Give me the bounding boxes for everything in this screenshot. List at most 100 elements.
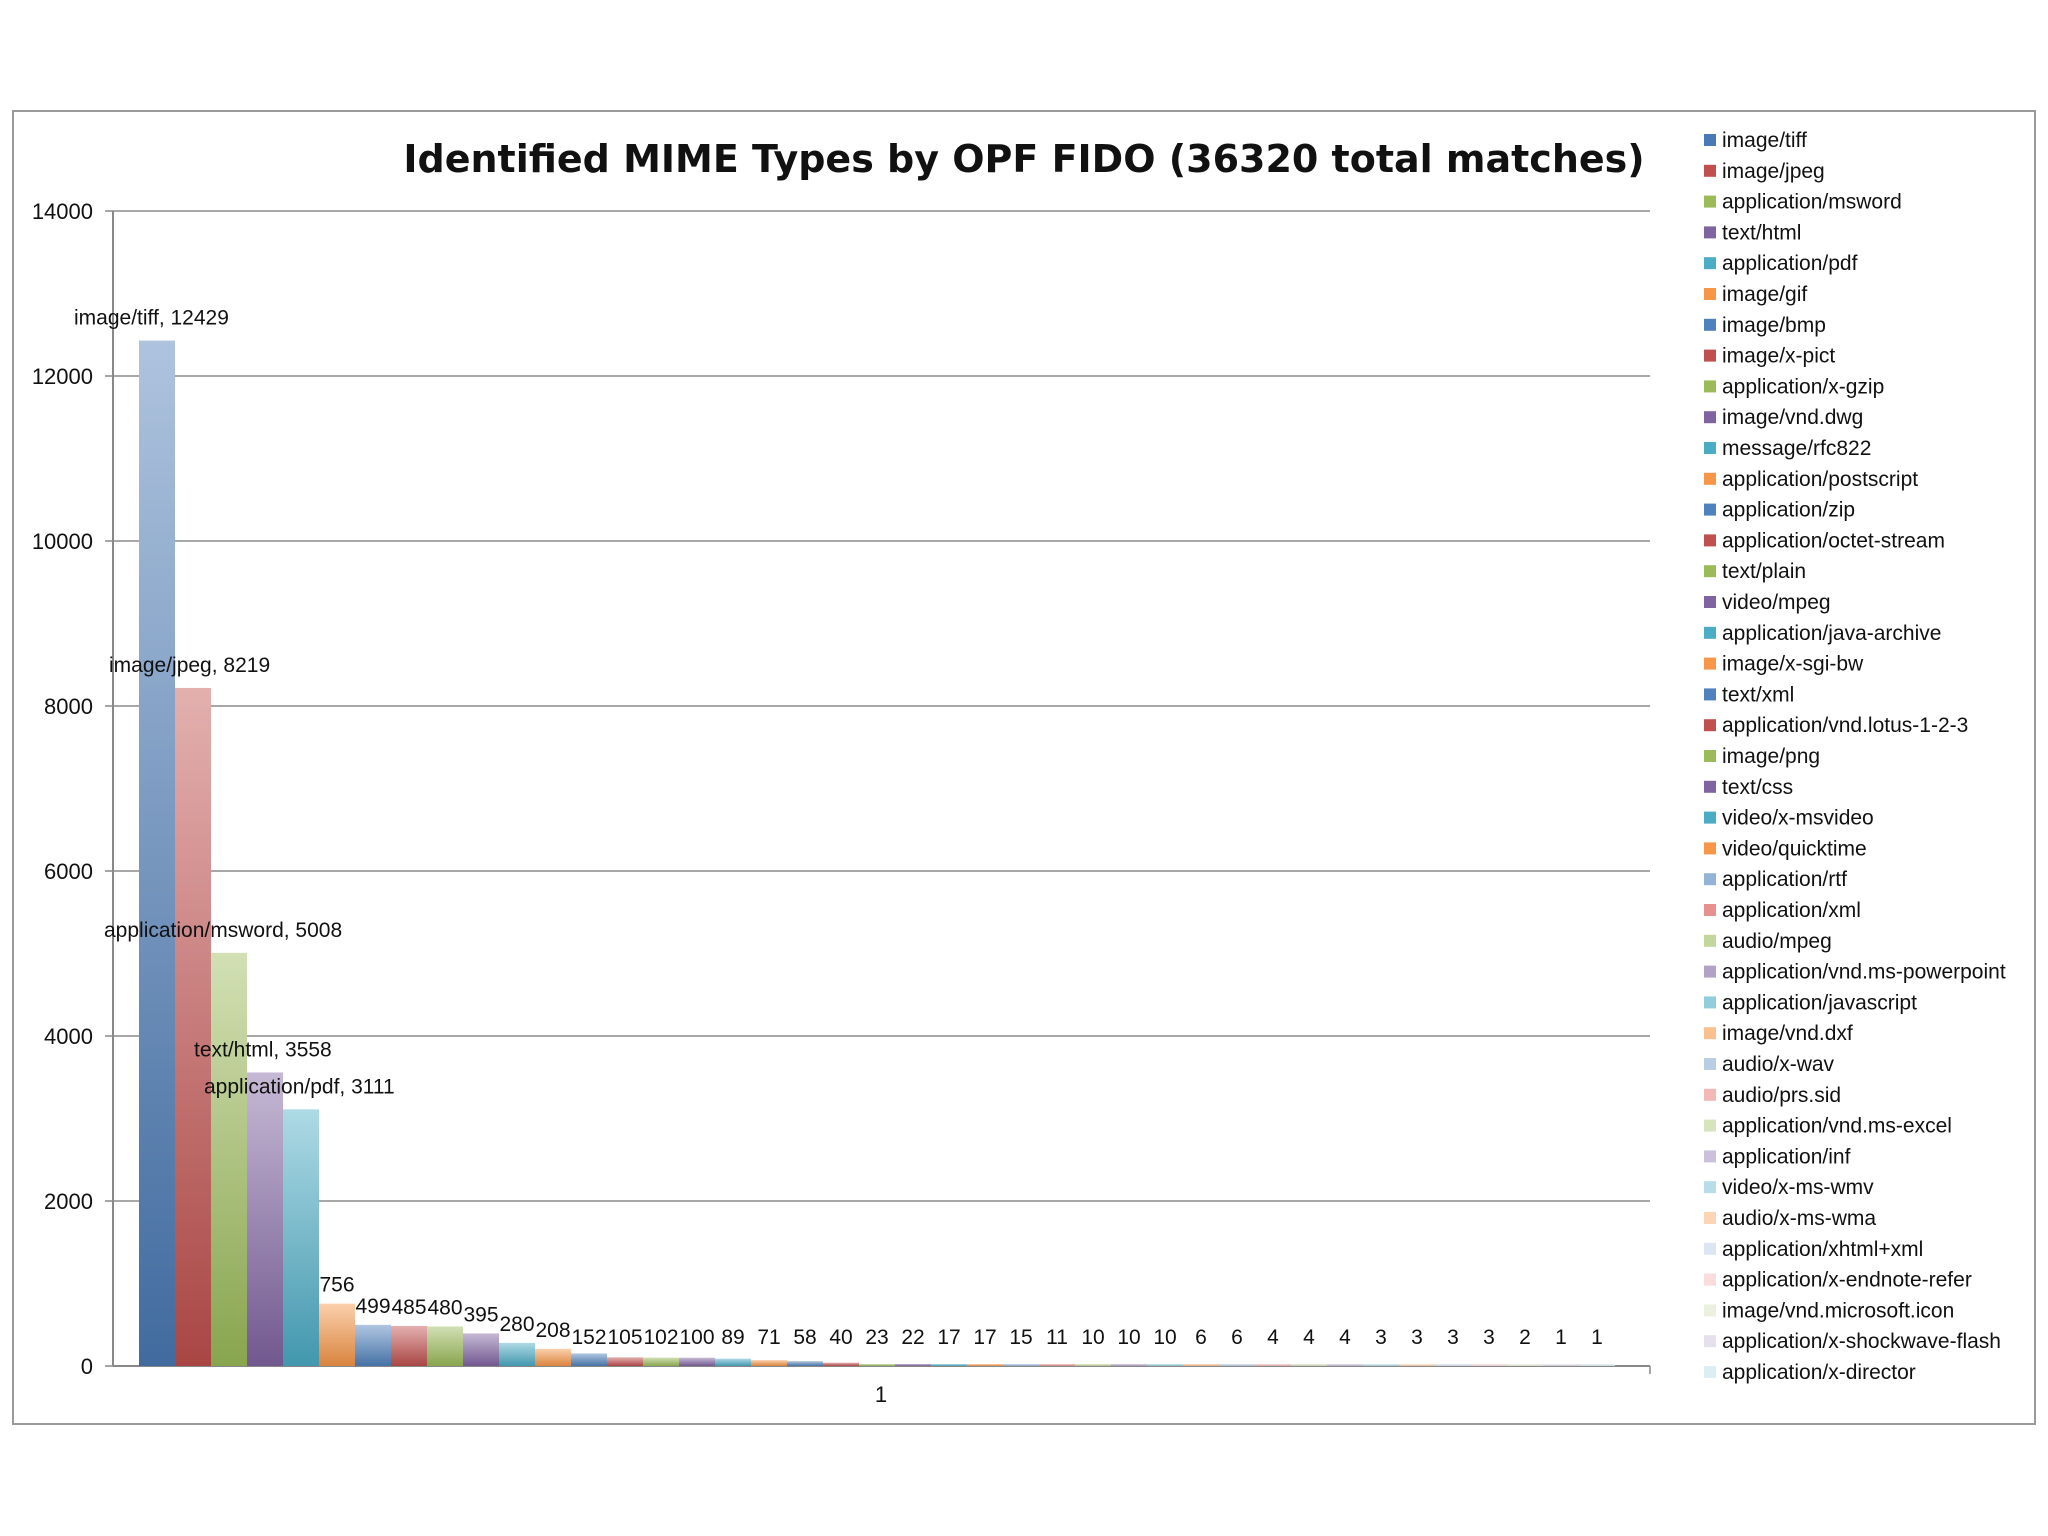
legend-entry: image/vnd.dxf <box>1722 1022 1853 1045</box>
bar-application-pdf <box>283 1109 319 1366</box>
data-label: 3 <box>1375 1326 1387 1349</box>
legend-swatch <box>1704 688 1716 701</box>
bar-message-rfc822 <box>499 1342 535 1366</box>
data-label: 1 <box>1591 1326 1603 1349</box>
legend: image/tiff image/jpeg application/msword te… <box>1704 129 2006 1384</box>
gridlines <box>113 210 1650 1202</box>
x-tick-label: 1 <box>875 1382 887 1407</box>
data-label: application/msword, 5008 <box>104 919 342 942</box>
legend-entry: application/zip <box>1722 499 1855 522</box>
legend-entry: audio/x-ms-wma <box>1722 1207 1876 1230</box>
chart-title: Identified MIME Types by OPF FIDO (36320… <box>403 137 1644 181</box>
bar-application-inf <box>1327 1364 1363 1366</box>
legend-swatch <box>1704 626 1716 639</box>
bar-image-bmp <box>355 1324 391 1366</box>
legend-swatch <box>1704 534 1716 547</box>
legend-entry: image/x-sgi-bw <box>1722 653 1864 676</box>
legend-swatch <box>1704 226 1716 239</box>
legend-swatch <box>1704 1181 1716 1194</box>
bar-application-javascript <box>1147 1364 1183 1366</box>
data-label: 17 <box>937 1326 960 1349</box>
legend-entry: application/pdf <box>1722 252 1858 275</box>
legend-swatch <box>1704 411 1716 424</box>
data-label: 22 <box>901 1326 924 1349</box>
legend-entry: application/javascript <box>1722 991 1917 1014</box>
bar-application-octet-stream <box>607 1357 643 1366</box>
data-label: 10 <box>1081 1326 1104 1349</box>
data-label: 40 <box>829 1326 852 1349</box>
legend-entry: image/gif <box>1722 283 1807 306</box>
legend-entry: application/vnd.ms-excel <box>1722 1115 1952 1138</box>
bar-application-x-endnote-refer <box>1471 1364 1507 1366</box>
legend-swatch <box>1704 750 1716 762</box>
legend-entry: audio/x-wav <box>1722 1053 1835 1076</box>
chart-frame: Identified MIME Types by OPF FIDO (36320… <box>12 110 2036 1425</box>
legend-entry: application/java-archive <box>1722 622 1941 645</box>
data-label: 10 <box>1153 1326 1176 1349</box>
bar-audio-mpeg <box>1075 1364 1111 1366</box>
bar-text-css <box>895 1364 931 1366</box>
data-label: 3 <box>1483 1326 1495 1349</box>
legend-entry: application/xml <box>1722 899 1861 922</box>
bar-application-xhtml-xml <box>1435 1364 1471 1366</box>
legend-swatch <box>1704 873 1716 886</box>
legend-entry: application/x-director <box>1722 1361 1916 1384</box>
data-label: 1 <box>1555 1326 1567 1349</box>
legend-entry: audio/mpeg <box>1722 930 1832 953</box>
legend-swatch <box>1704 934 1716 947</box>
data-label: 15 <box>1009 1326 1032 1349</box>
legend-entry: text/css <box>1722 776 1793 799</box>
bar-video-x-msvideo <box>931 1364 967 1366</box>
y-tick-label: 8000 <box>44 694 93 719</box>
bars <box>139 340 1615 1367</box>
legend-swatch <box>1704 1150 1716 1163</box>
data-label: 17 <box>973 1326 996 1349</box>
bar-image-gif <box>319 1303 355 1366</box>
legend-entry: application/octet-stream <box>1722 529 1945 552</box>
bar-application-vnd-ms-excel <box>1291 1364 1327 1366</box>
legend-entry: application/x-shockwave-flash <box>1722 1330 2001 1353</box>
legend-swatch <box>1704 318 1716 331</box>
legend-entry: application/inf <box>1722 1145 1851 1168</box>
legend-entry: audio/prs.sid <box>1722 1084 1841 1107</box>
bar-image-vnd-microsoft-icon <box>1507 1364 1543 1366</box>
data-label: 58 <box>793 1326 816 1349</box>
data-label: 208 <box>535 1319 570 1342</box>
legend-swatch <box>1704 164 1716 177</box>
bar-image-x-sgi-bw <box>751 1360 787 1366</box>
data-label: 105 <box>607 1326 642 1349</box>
bar-application-vnd-ms-powerpoint <box>1111 1364 1147 1366</box>
data-label: 6 <box>1195 1326 1207 1349</box>
bar-application-xml <box>1039 1364 1075 1366</box>
legend-swatch <box>1704 288 1716 300</box>
legend-swatch <box>1704 349 1716 362</box>
legend-swatch <box>1704 442 1716 454</box>
legend-entry: video/quicktime <box>1722 837 1867 860</box>
bar-application-zip <box>571 1353 607 1366</box>
bar-audio-x-ms-wma <box>1399 1364 1435 1366</box>
data-label: application/pdf, 3111 <box>204 1075 395 1098</box>
y-tick-label: 10000 <box>32 529 93 554</box>
data-label: 23 <box>865 1326 888 1349</box>
legend-entry: video/x-ms-wmv <box>1722 1176 1874 1199</box>
legend-entry: application/x-gzip <box>1722 375 1884 398</box>
legend-swatch <box>1704 1058 1716 1070</box>
bar-audio-prs-sid <box>1255 1364 1291 1366</box>
legend-swatch <box>1704 565 1716 578</box>
bar-image-tiff <box>139 340 175 1367</box>
legend-entry: video/mpeg <box>1722 591 1831 614</box>
data-label: 152 <box>571 1326 606 1349</box>
legend-entry: application/x-endnote-refer <box>1722 1269 1972 1292</box>
legend-swatch <box>1704 842 1716 855</box>
y-tick-label: 6000 <box>44 859 93 884</box>
legend-swatch <box>1704 380 1716 393</box>
data-label: 10 <box>1117 1326 1140 1349</box>
data-label: text/html, 3558 <box>194 1038 332 1061</box>
bar-text-html <box>247 1072 283 1366</box>
bar-image-vnd-dwg <box>463 1333 499 1366</box>
legend-entry: image/x-pict <box>1722 345 1835 368</box>
bar-chart: Identified MIME Types by OPF FIDO (36320… <box>32 129 2006 1407</box>
legend-swatch <box>1704 1242 1716 1255</box>
legend-swatch <box>1704 719 1716 732</box>
data-label: 11 <box>1046 1326 1068 1349</box>
